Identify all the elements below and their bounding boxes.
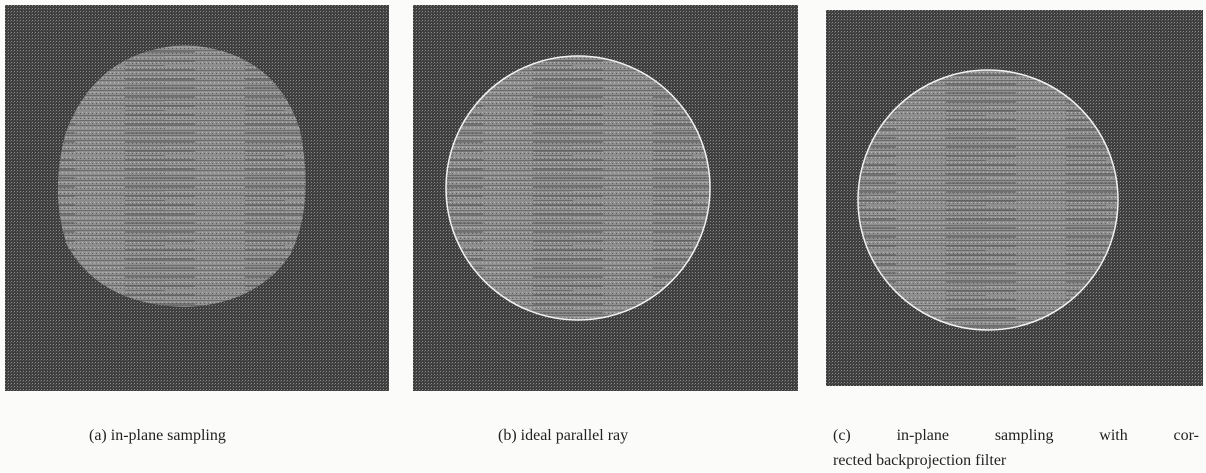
panel-image-b — [413, 5, 798, 391]
panel-image-c — [826, 10, 1203, 386]
panel-image-a — [5, 5, 389, 391]
caption: (a) in-plane sampling — [89, 427, 226, 445]
caption-line: (c) in-plane sampling with cor- — [833, 427, 1199, 445]
caption-line: rected backprojection filter — [833, 452, 1006, 470]
figure: (a) in-plane sampling (b) ideal parallel… — [0, 0, 1206, 473]
caption: (b) ideal parallel ray — [498, 427, 628, 445]
